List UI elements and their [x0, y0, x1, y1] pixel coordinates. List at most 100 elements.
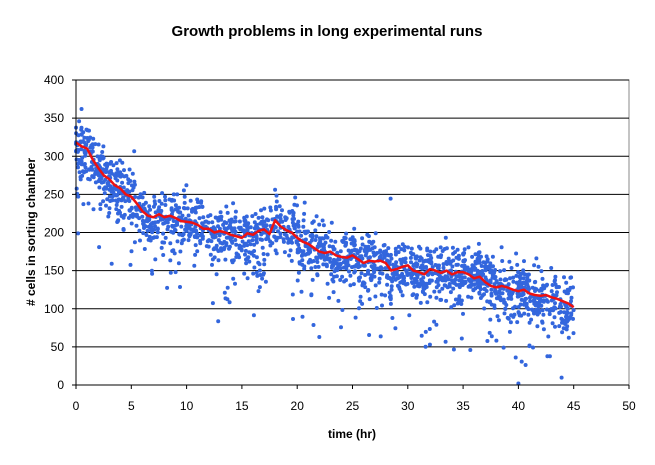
- data-point: [181, 188, 186, 193]
- data-point: [231, 276, 236, 281]
- data-point: [473, 266, 478, 271]
- data-point: [153, 224, 157, 229]
- data-point: [333, 239, 338, 244]
- data-point: [503, 306, 508, 311]
- data-point: [232, 226, 237, 231]
- data-point: [405, 271, 410, 276]
- data-point: [336, 262, 341, 267]
- data-point: [449, 259, 454, 264]
- data-point: [420, 266, 425, 271]
- data-point: [387, 275, 392, 280]
- data-point: [527, 344, 532, 349]
- data-point: [321, 236, 326, 241]
- data-point: [80, 173, 85, 178]
- data-point: [338, 266, 343, 271]
- data-point: [540, 320, 545, 325]
- data-point: [77, 119, 82, 124]
- data-point: [470, 254, 475, 259]
- data-point: [102, 191, 107, 196]
- data-point: [445, 285, 450, 290]
- data-point: [382, 254, 387, 258]
- data-point: [504, 303, 509, 307]
- data-point: [107, 194, 112, 199]
- data-point: [568, 275, 573, 280]
- data-point: [311, 323, 316, 327]
- data-point: [453, 297, 458, 302]
- data-point: [141, 222, 146, 227]
- data-point: [541, 312, 546, 317]
- data-point: [192, 263, 197, 268]
- data-point: [295, 229, 300, 234]
- data-point: [350, 248, 355, 253]
- x-tick-label: 45: [567, 399, 581, 413]
- data-point: [193, 208, 197, 213]
- data-point: [198, 233, 203, 238]
- data-point: [314, 234, 319, 239]
- data-point: [489, 287, 494, 292]
- data-point: [281, 237, 286, 242]
- data-point: [352, 226, 357, 231]
- data-point: [443, 235, 448, 240]
- data-point: [324, 255, 329, 259]
- x-tick-label: 5: [128, 399, 135, 413]
- data-point: [392, 272, 397, 277]
- data-point: [443, 339, 448, 344]
- data-point: [252, 265, 257, 270]
- data-point: [415, 275, 420, 280]
- data-point: [303, 237, 308, 242]
- data-point: [377, 255, 382, 260]
- data-point: [407, 313, 412, 318]
- data-point: [385, 282, 390, 287]
- data-point: [255, 273, 260, 278]
- data-point: [389, 287, 394, 292]
- data-point: [408, 255, 413, 260]
- data-point: [120, 180, 125, 185]
- data-point: [137, 228, 142, 233]
- data-point: [511, 275, 516, 280]
- data-point: [268, 243, 273, 248]
- data-point: [356, 265, 361, 270]
- data-point: [515, 294, 520, 299]
- data-point: [347, 269, 351, 274]
- data-point: [243, 248, 248, 253]
- data-point: [225, 210, 230, 215]
- data-point: [315, 260, 320, 264]
- data-point: [211, 235, 216, 240]
- x-tick-label: 35: [456, 399, 470, 413]
- data-point: [545, 354, 550, 359]
- data-point: [427, 342, 432, 347]
- data-point: [170, 249, 175, 253]
- y-tick-label: 0: [57, 378, 64, 392]
- data-point: [499, 245, 504, 250]
- data-point: [220, 241, 225, 246]
- data-point: [204, 219, 209, 224]
- data-point: [97, 177, 102, 182]
- data-point: [461, 311, 465, 316]
- data-point: [440, 249, 445, 253]
- data-point: [523, 272, 527, 277]
- data-point: [393, 326, 398, 331]
- data-point: [502, 268, 507, 273]
- data-point: [372, 245, 377, 250]
- data-point: [243, 218, 248, 223]
- data-point: [331, 257, 336, 262]
- data-point: [184, 183, 189, 188]
- data-point: [539, 288, 544, 293]
- data-point: [222, 290, 227, 295]
- data-point: [224, 204, 229, 209]
- data-point: [430, 265, 435, 270]
- data-point: [259, 208, 263, 213]
- data-point: [558, 310, 563, 314]
- data-point: [161, 253, 166, 257]
- data-point: [142, 226, 146, 230]
- data-point: [476, 253, 481, 258]
- data-point: [455, 247, 460, 252]
- data-point: [300, 314, 305, 319]
- data-point: [244, 214, 249, 219]
- data-point: [182, 206, 187, 211]
- data-point: [514, 273, 519, 278]
- data-point: [91, 207, 96, 212]
- data-point: [563, 321, 567, 326]
- data-point: [523, 363, 528, 367]
- data-point: [163, 203, 168, 207]
